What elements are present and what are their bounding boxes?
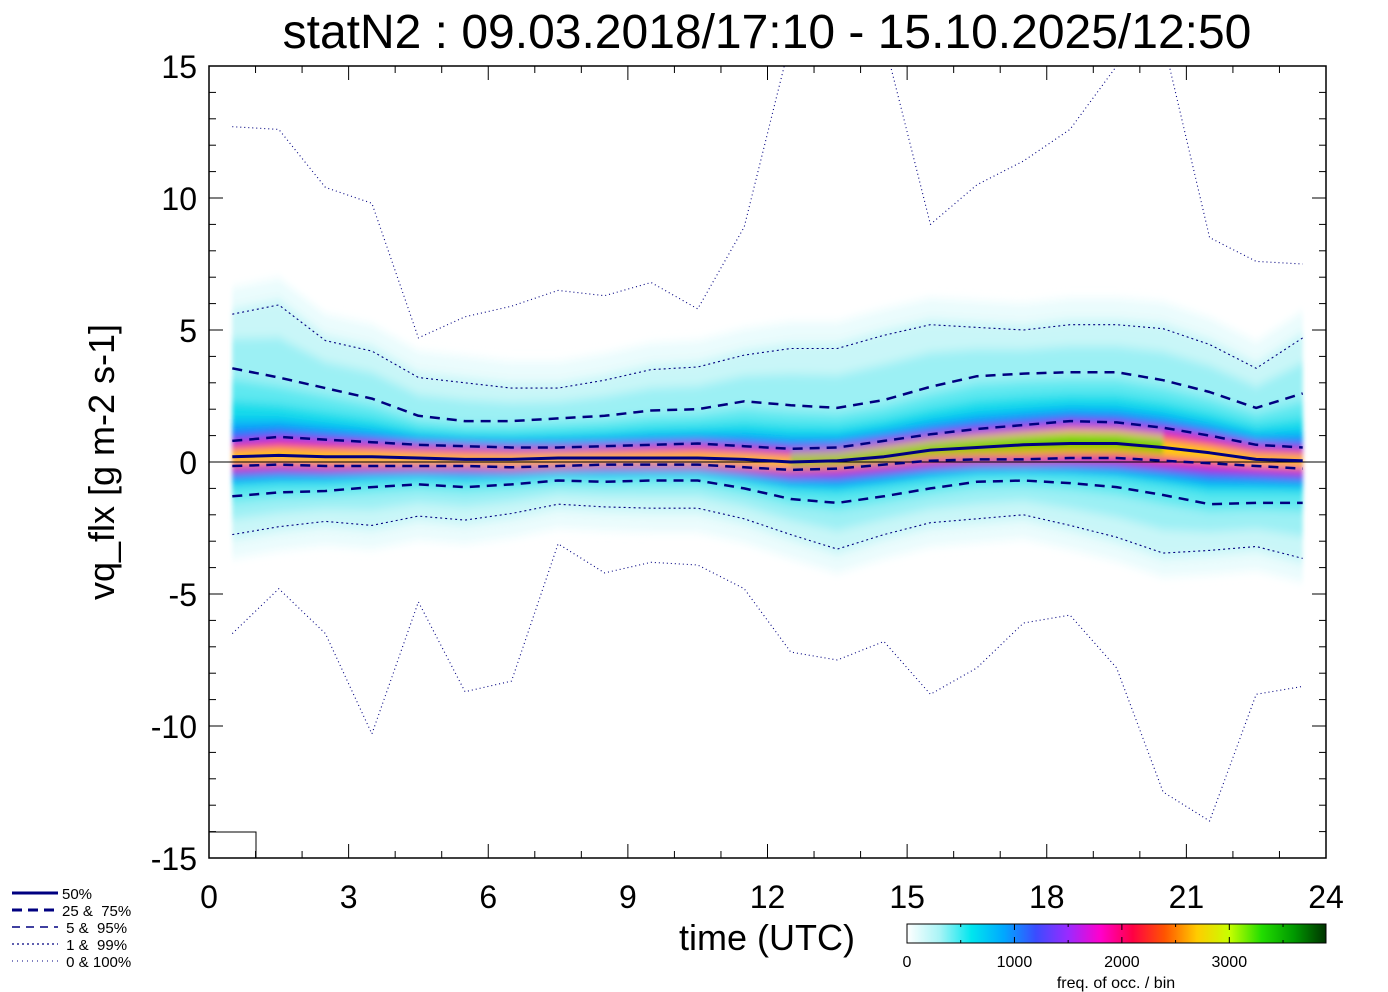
y-tick-label: -5 (169, 577, 197, 613)
x-tick-label: 24 (1308, 879, 1344, 915)
colorbar-tick-label: 1000 (997, 954, 1033, 971)
colorbar-tick-label: 2000 (1104, 954, 1140, 971)
chart-title: statN2 : 09.03.2018/17:10 - 15.10.2025/1… (283, 6, 1252, 59)
quantile-line-99pct (232, 304, 1304, 389)
x-tick-label: 15 (889, 879, 925, 915)
colorbar-tick-label: 3000 (1212, 954, 1248, 971)
quantile-line-95pct (232, 367, 1304, 423)
quantile-line-5pct (232, 479, 1303, 506)
legend-label: 1 & 99% (62, 937, 127, 954)
colorbar-tick-label: 0 (903, 954, 912, 971)
y-tick-label: 5 (179, 313, 197, 349)
quantile-lines (231, 66, 1304, 822)
x-tick-labels: 0 3 6 9 12 15 18 21 24 (200, 879, 1344, 915)
y-tick-label: -15 (151, 841, 197, 877)
y-axis-label: vq_flx [g m-2 s-1] (81, 324, 122, 600)
colorbar-label: freq. of occ. / bin (1057, 975, 1175, 992)
density-heatmap (232, 278, 1303, 583)
y-tick-label: -10 (151, 709, 197, 745)
x-tick-label: 3 (340, 879, 358, 915)
x-tick-label: 9 (619, 879, 637, 915)
x-axis-label: time (UTC) (679, 917, 855, 958)
legend-label: 25 & 75% (62, 903, 131, 920)
colorbar: 0 1000 2000 3000 freq. of occ. / bin (903, 923, 1327, 992)
quantile-line-1pct (232, 503, 1303, 559)
y-tick-label: 10 (161, 181, 197, 217)
x-tick-label: 6 (479, 879, 497, 915)
median-line (232, 442, 1303, 464)
colorbar-ticks (906, 924, 1284, 943)
x-tick-label: 21 (1169, 879, 1205, 915)
quantile-line-75pct (232, 419, 1303, 451)
corner-box (208, 831, 257, 859)
legend: 50% 25 & 75% 5 & 95% 1 & 99% 0 & 100% (12, 886, 131, 971)
colorbar-scale (906, 923, 1327, 944)
quantile-line-25pct (232, 456, 1303, 472)
axis-ticks (208, 65, 1327, 859)
x-tick-label: 18 (1029, 879, 1065, 915)
x-tick-label: 12 (750, 879, 786, 915)
legend-label: 5 & 95% (62, 920, 127, 937)
density-layers (232, 278, 1303, 583)
y-tick-label: 15 (161, 49, 197, 85)
y-tick-label: 0 (179, 445, 197, 481)
legend-label: 0 & 100% (62, 954, 131, 971)
legend-label: 50% (62, 886, 92, 903)
y-tick-labels: 15 10 5 0 -5 -10 -15 (151, 49, 197, 877)
x-tick-label: 0 (200, 879, 218, 915)
quantile-line-100pct (232, 66, 1303, 339)
quantile-line-0pct (231, 543, 1303, 822)
